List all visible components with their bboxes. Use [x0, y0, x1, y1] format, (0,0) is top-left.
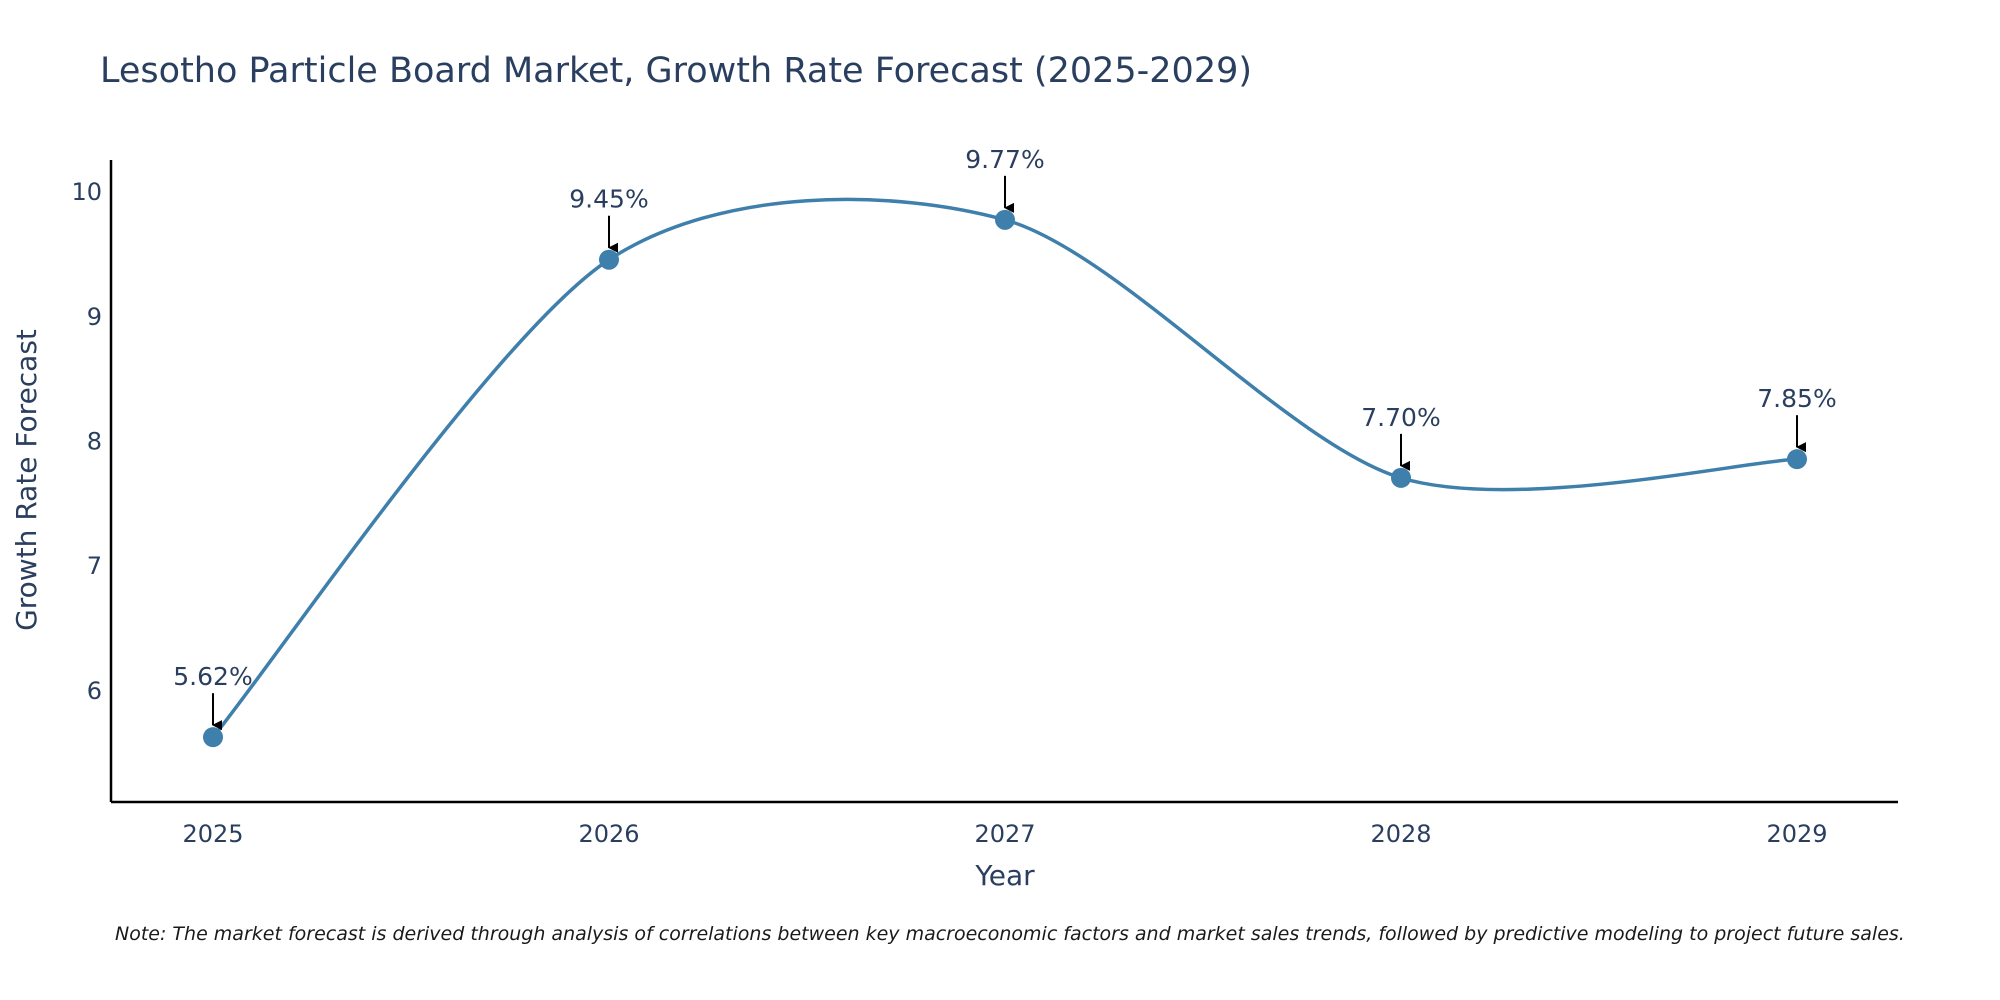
x-axis: 2025 2026 2027 2028 2029 Year	[111, 800, 1898, 892]
x-tick-labels: 2025 2026 2027 2028 2029	[182, 820, 1827, 848]
y-tick-label: 6	[87, 677, 102, 705]
x-tick-label: 2029	[1766, 820, 1827, 848]
data-annotations: 5.62% 9.45% 9.77% 7.70% 7.85%	[173, 145, 1837, 731]
y-tick-label: 7	[87, 552, 102, 580]
x-axis-title: Year	[974, 859, 1035, 892]
chart-title: Lesotho Particle Board Market, Growth Ra…	[100, 51, 1252, 91]
y-tick-label: 8	[87, 427, 102, 455]
plot-area: 5.62% 9.45% 9.77% 7.70% 7.85%	[173, 145, 1837, 748]
y-tick-labels: 6 7 8 9 10	[71, 178, 102, 705]
data-label: 9.45%	[569, 185, 648, 214]
chart-note: Note: The market forecast is derived thr…	[115, 923, 1905, 945]
data-point	[995, 209, 1015, 230]
x-tick-label: 2026	[578, 820, 639, 848]
series-markers	[203, 209, 1807, 748]
x-tick-label: 2025	[182, 820, 243, 848]
data-point	[1391, 467, 1411, 488]
y-tick-label: 9	[87, 303, 102, 331]
series-line	[211, 197, 1799, 739]
data-point	[599, 249, 619, 270]
data-label: 5.62%	[173, 662, 252, 691]
data-label: 9.77%	[965, 145, 1044, 174]
data-point	[1787, 449, 1807, 470]
y-axis: 6 7 8 9 10 Growth Rate Forecast	[10, 160, 113, 802]
x-tick-label: 2027	[974, 820, 1035, 848]
y-tick-label: 10	[71, 178, 102, 206]
y-axis-title: Growth Rate Forecast	[10, 329, 43, 631]
data-label: 7.70%	[1361, 403, 1440, 432]
x-tick-label: 2028	[1370, 820, 1431, 848]
data-label: 7.85%	[1757, 384, 1836, 413]
data-point	[203, 727, 223, 748]
